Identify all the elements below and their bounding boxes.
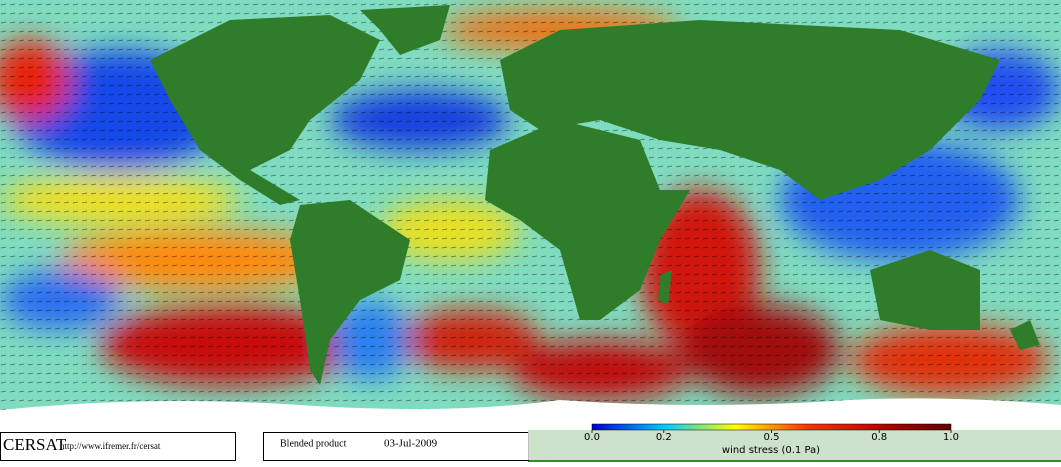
- colorbar: [591, 423, 952, 431]
- logo: CERSAT: [3, 435, 67, 454]
- colorbar-tick-label: 1.0: [943, 432, 959, 443]
- colorbar-tick-label: 0.5: [764, 432, 780, 443]
- credit-box: [0, 432, 236, 461]
- colorbar-label: wind stress (0.1 Pa): [722, 445, 820, 456]
- url: http://www.ifremer.fr/cersat: [60, 441, 161, 451]
- product: Blended product: [280, 438, 347, 449]
- colorbar-tick-label: 0.0: [584, 432, 600, 443]
- date: 03-Jul-2009: [384, 438, 438, 450]
- colorbar-tick-label: 0.8: [871, 432, 887, 443]
- product-box: [263, 432, 529, 461]
- colorbar-tick-label: 0.2: [656, 432, 672, 443]
- land: [150, 5, 1040, 385]
